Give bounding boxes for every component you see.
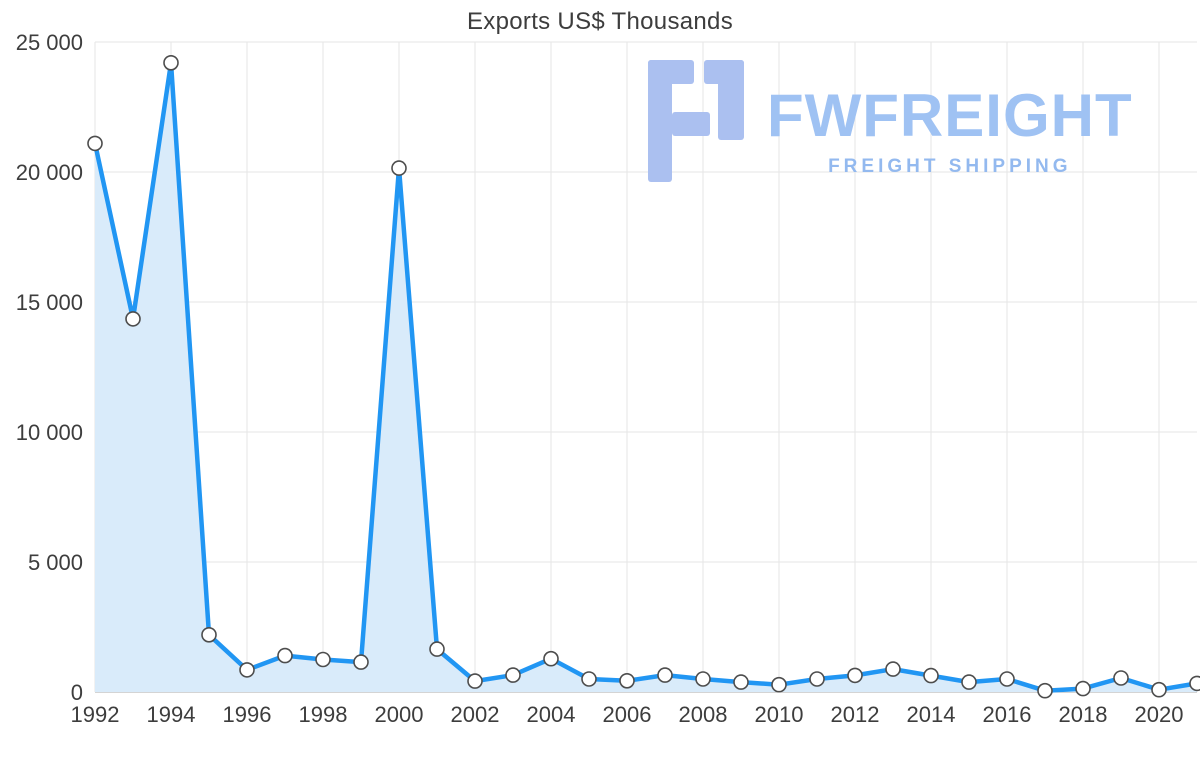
svg-text:2002: 2002 <box>451 702 500 727</box>
svg-text:1994: 1994 <box>147 702 196 727</box>
svg-text:2000: 2000 <box>375 702 424 727</box>
chart-title: Exports US$ Thousands <box>467 8 733 35</box>
svg-text:20 000: 20 000 <box>16 160 83 185</box>
svg-text:2016: 2016 <box>983 702 1032 727</box>
svg-text:25 000: 25 000 <box>16 30 83 55</box>
svg-text:2020: 2020 <box>1135 702 1184 727</box>
svg-text:15 000: 15 000 <box>16 290 83 315</box>
svg-text:2012: 2012 <box>831 702 880 727</box>
svg-text:2010: 2010 <box>755 702 804 727</box>
svg-text:1992: 1992 <box>71 702 120 727</box>
svg-text:1998: 1998 <box>299 702 348 727</box>
svg-text:0: 0 <box>71 680 83 705</box>
svg-text:2004: 2004 <box>527 702 576 727</box>
svg-text:10 000: 10 000 <box>16 420 83 445</box>
svg-text:2018: 2018 <box>1059 702 1108 727</box>
svg-text:2006: 2006 <box>603 702 652 727</box>
svg-text:2008: 2008 <box>679 702 728 727</box>
svg-text:2014: 2014 <box>907 702 956 727</box>
svg-text:1996: 1996 <box>223 702 272 727</box>
svg-text:5 000: 5 000 <box>28 550 83 575</box>
